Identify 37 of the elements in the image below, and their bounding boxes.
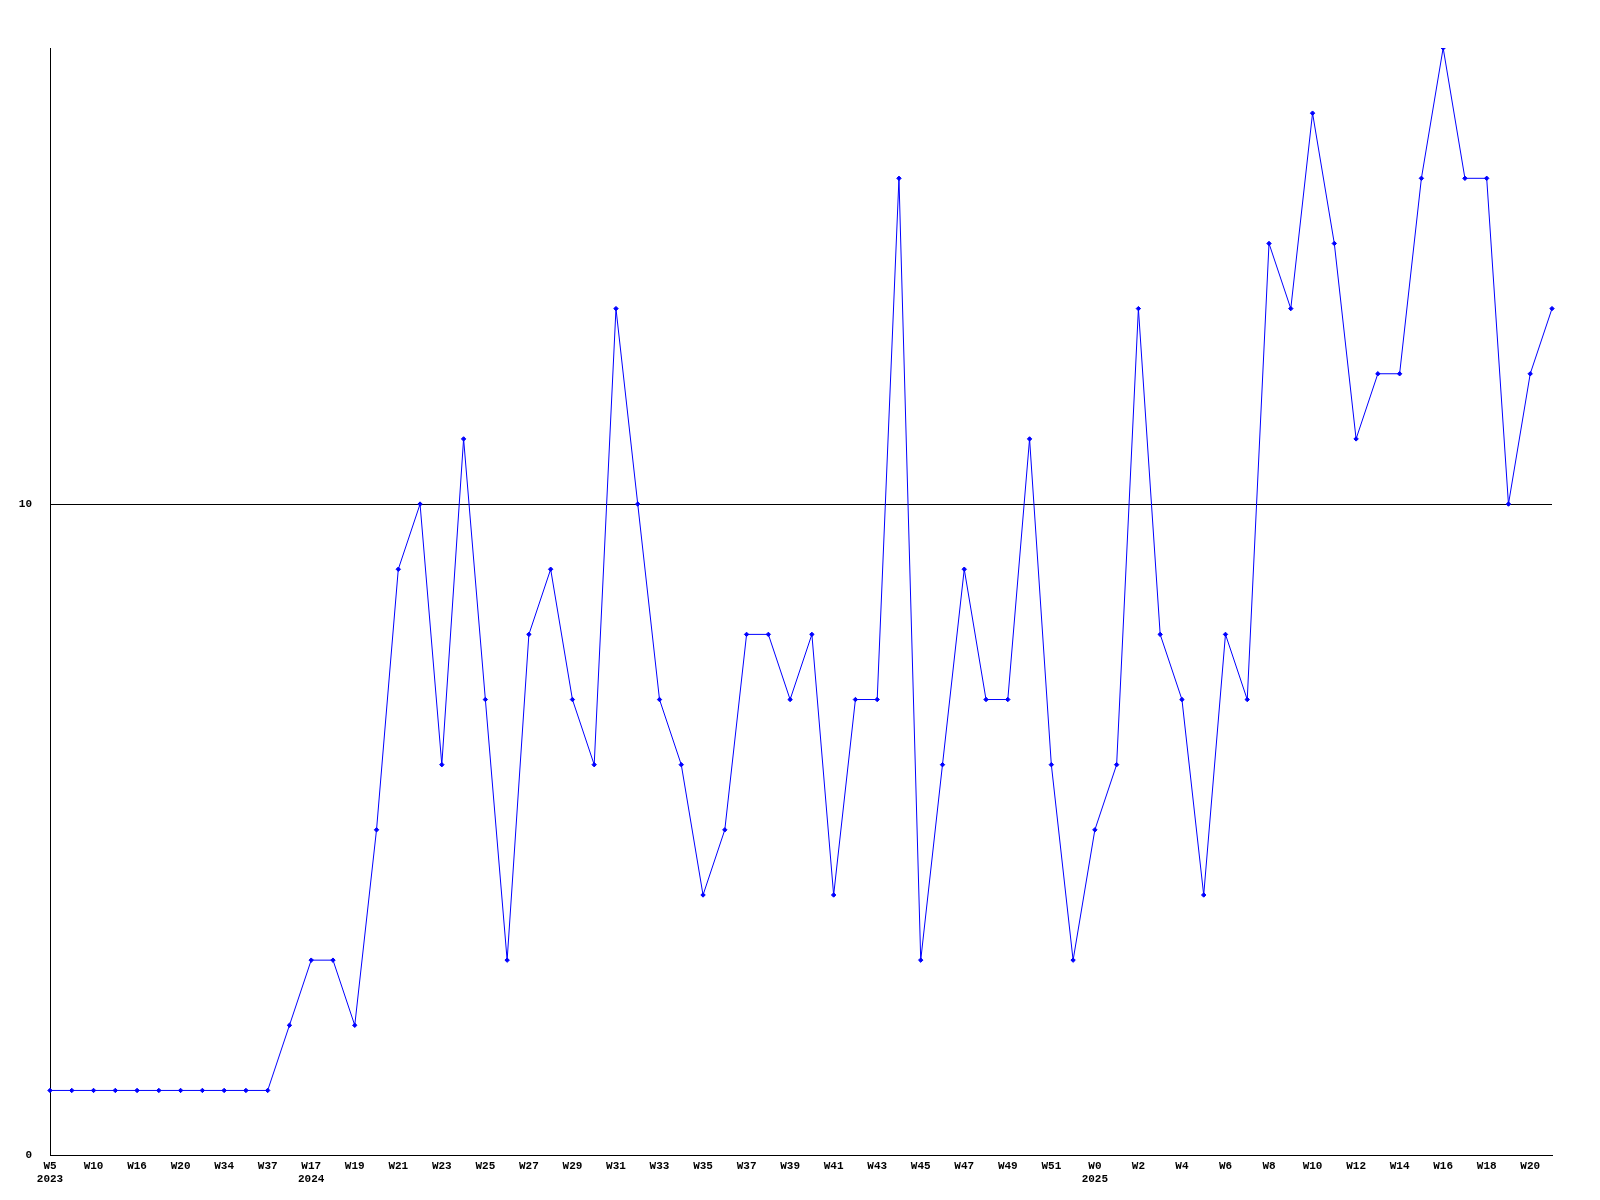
x-tick-label: W2 — [1131, 1159, 1146, 1172]
x-tick-label: W5 2023 — [36, 1159, 64, 1186]
y-tick-label: 0 — [25, 1149, 32, 1162]
x-tick-label: W4 — [1175, 1159, 1189, 1172]
x-tick-label: W41 — [823, 1159, 844, 1172]
x-tick-label: W51 — [1041, 1159, 1062, 1172]
x-tick-label: W23 — [431, 1159, 453, 1172]
x-tick-label: W0 2025 — [1081, 1159, 1109, 1186]
x-tick-label: W31 — [606, 1159, 627, 1172]
x-tick-label: W39 — [780, 1159, 801, 1172]
x-tick-label: W14 — [1389, 1159, 1410, 1172]
x-tick-label: W49 — [997, 1159, 1018, 1172]
x-tick-label: W12 — [1346, 1159, 1366, 1172]
x-tick-label: W37 — [736, 1159, 757, 1172]
x-tick-label: W20 — [1520, 1159, 1541, 1172]
x-tick-label: W10 — [1302, 1159, 1323, 1172]
x-tick-label: W34 — [214, 1159, 235, 1172]
x-tick-label: W21 — [388, 1159, 409, 1172]
x-tick-label: W29 — [562, 1159, 583, 1172]
x-tick-label: W35 — [693, 1159, 714, 1172]
x-tick-label: W16 — [127, 1159, 147, 1172]
x-tick-label: W25 — [475, 1159, 496, 1172]
x-tick-label: W33 — [649, 1159, 670, 1172]
x-tick-label: W20 — [170, 1159, 191, 1172]
x-tick-label: W43 — [867, 1159, 888, 1172]
x-tick-label: W37 — [257, 1159, 278, 1172]
x-tick-label: W45 — [910, 1159, 932, 1172]
x-tick-label: W17 2024 — [298, 1159, 325, 1186]
x-tick-label: W19 — [344, 1159, 365, 1172]
x-tick-label: W18 — [1476, 1159, 1497, 1172]
y-tick-label: 10 — [18, 497, 32, 510]
x-tick-label: W47 — [954, 1159, 975, 1172]
x-tick-label: W6 — [1218, 1159, 1233, 1172]
x-tick-label: W8 — [1262, 1159, 1277, 1172]
x-tick-label: W10 — [83, 1159, 104, 1172]
x-tick-label: W27 — [518, 1159, 539, 1172]
x-tick-label: W16 — [1433, 1159, 1454, 1172]
